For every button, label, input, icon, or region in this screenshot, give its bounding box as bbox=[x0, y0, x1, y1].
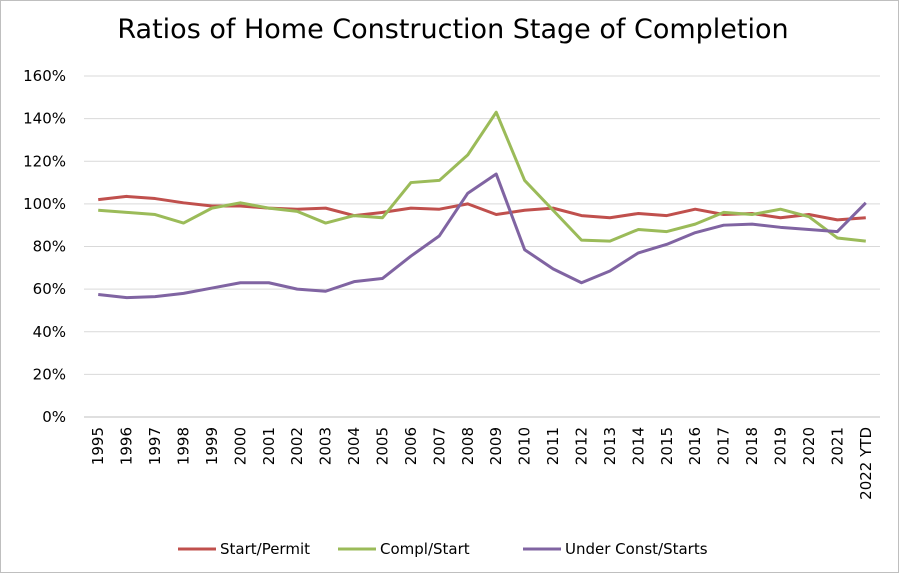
x-tick-label: 2009 bbox=[487, 427, 505, 465]
x-tick-label: 1996 bbox=[118, 427, 136, 465]
x-tick-label: 2015 bbox=[658, 427, 676, 465]
x-tick-label: 2005 bbox=[374, 427, 392, 465]
y-tick-label: 20% bbox=[33, 365, 66, 383]
x-tick-label: 2008 bbox=[459, 427, 477, 465]
x-tick-label: 2011 bbox=[544, 427, 562, 465]
x-tick-label: 1997 bbox=[146, 427, 164, 465]
x-tick-label: 2002 bbox=[288, 427, 306, 465]
legend-label: Start/Permit bbox=[220, 540, 310, 558]
x-tick-label: 2006 bbox=[402, 427, 420, 465]
x-tick-label: 1995 bbox=[89, 427, 107, 465]
x-tick-label: 1998 bbox=[175, 427, 193, 465]
y-tick-label: 0% bbox=[42, 408, 66, 426]
x-tick-label: 2017 bbox=[715, 427, 733, 465]
y-tick-label: 60% bbox=[33, 280, 66, 298]
x-tick-label: 2004 bbox=[345, 427, 363, 465]
x-tick-label: 2013 bbox=[601, 427, 619, 465]
x-tick-label: 2019 bbox=[772, 427, 790, 465]
x-tick-label: 2014 bbox=[629, 427, 647, 465]
x-tick-label: 2020 bbox=[800, 427, 818, 465]
y-tick-label: 100% bbox=[23, 195, 66, 213]
y-tick-label: 120% bbox=[23, 152, 66, 170]
y-tick-label: 140% bbox=[23, 110, 66, 128]
x-tick-label: 2016 bbox=[686, 427, 704, 465]
y-tick-label: 160% bbox=[23, 67, 66, 85]
x-tick-label: 2012 bbox=[573, 427, 591, 465]
x-tick-label: 2022 YTD bbox=[857, 427, 875, 500]
x-tick-label: 1999 bbox=[203, 427, 221, 465]
y-tick-label: 80% bbox=[33, 238, 66, 256]
x-tick-label: 2001 bbox=[260, 427, 278, 465]
x-tick-label: 2000 bbox=[231, 427, 249, 465]
chart-title: Ratios of Home Construction Stage of Com… bbox=[117, 14, 788, 45]
series-line bbox=[98, 110, 866, 243]
x-tick-label: 2007 bbox=[430, 427, 448, 465]
x-tick-label: 2003 bbox=[317, 427, 335, 465]
y-tick-label: 40% bbox=[33, 323, 66, 341]
x-tick-label: 2010 bbox=[516, 427, 534, 465]
legend-label: Under Const/Starts bbox=[565, 540, 708, 558]
series-line bbox=[98, 172, 867, 300]
x-tick-label: 2021 bbox=[828, 427, 846, 465]
legend-label: Compl/Start bbox=[380, 540, 470, 558]
x-tick-label: 2018 bbox=[743, 427, 761, 465]
